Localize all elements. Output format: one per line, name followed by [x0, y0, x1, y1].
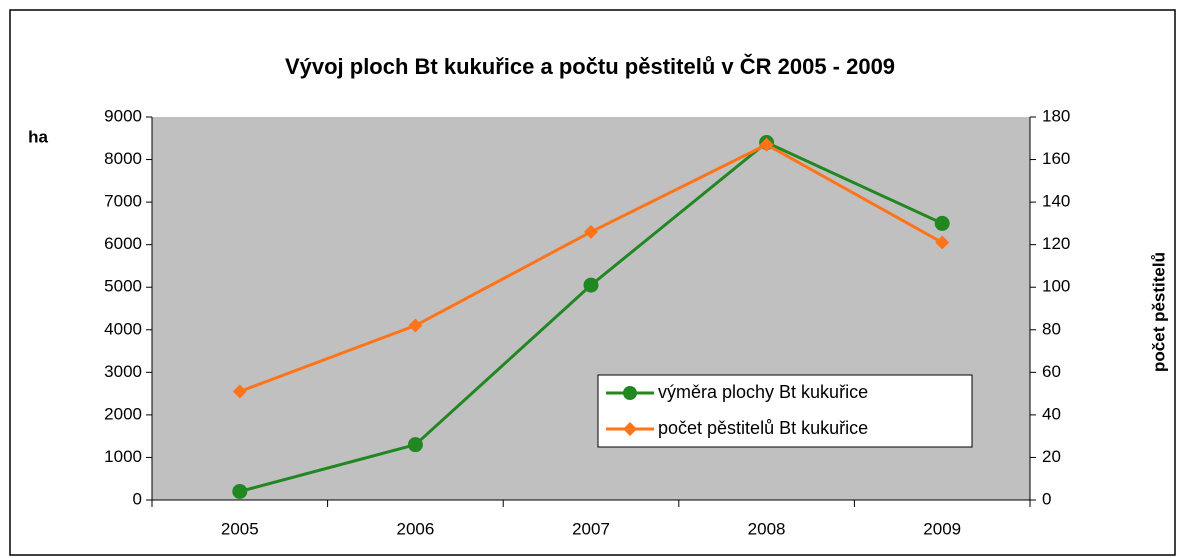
y2-axis-label: počet pěstitelů	[1149, 252, 1168, 372]
y-tick-label: 1000	[104, 447, 142, 466]
legend-marker	[623, 422, 637, 436]
point	[232, 483, 248, 499]
point	[935, 235, 950, 250]
x-tick-label: 2008	[748, 519, 786, 538]
y2-tick-label: 120	[1042, 234, 1070, 253]
point	[407, 437, 423, 453]
point	[584, 224, 598, 239]
legend-label: výměra plochy Bt kukuřice	[658, 382, 868, 402]
legend-label: počet pěstitelů Bt kukuřice	[658, 418, 868, 438]
y2-tick-label: 20	[1042, 447, 1061, 466]
y-tick-label: 5000	[104, 277, 142, 296]
y-tick-label: 8000	[104, 149, 142, 168]
y2-tick-label: 40	[1042, 404, 1061, 423]
x-tick-label: 2005	[221, 519, 259, 538]
point	[759, 137, 774, 152]
point	[934, 215, 950, 231]
y-tick-label: 2000	[104, 404, 142, 423]
y-tick-label: 6000	[104, 234, 142, 253]
y2-tick-label: 80	[1042, 319, 1061, 338]
x-tick-label: 2007	[572, 519, 610, 538]
x-tick-label: 2009	[923, 519, 961, 538]
y2-tick-label: 180	[1042, 106, 1070, 125]
y-tick-label: 0	[133, 489, 142, 508]
x-tick-label: 2006	[396, 519, 434, 538]
chart-title: Vývoj ploch Bt kukuřice a počtu pěstitel…	[285, 54, 895, 79]
y-tick-label: 4000	[104, 319, 142, 338]
y2-tick-label: 160	[1042, 149, 1070, 168]
y2-tick-label: 140	[1042, 192, 1070, 211]
point	[408, 318, 423, 333]
point	[583, 277, 599, 293]
legend	[597, 374, 973, 448]
y2-tick-label: 60	[1042, 362, 1061, 381]
y-tick-label: 7000	[104, 192, 142, 211]
y-axis-label: ha	[28, 127, 48, 146]
y-tick-label: 3000	[104, 362, 142, 381]
y2-tick-label: 100	[1042, 277, 1070, 296]
y2-tick-label: 0	[1042, 489, 1051, 508]
point	[232, 384, 247, 399]
legend-marker	[623, 386, 637, 400]
y-tick-label: 9000	[104, 106, 142, 125]
